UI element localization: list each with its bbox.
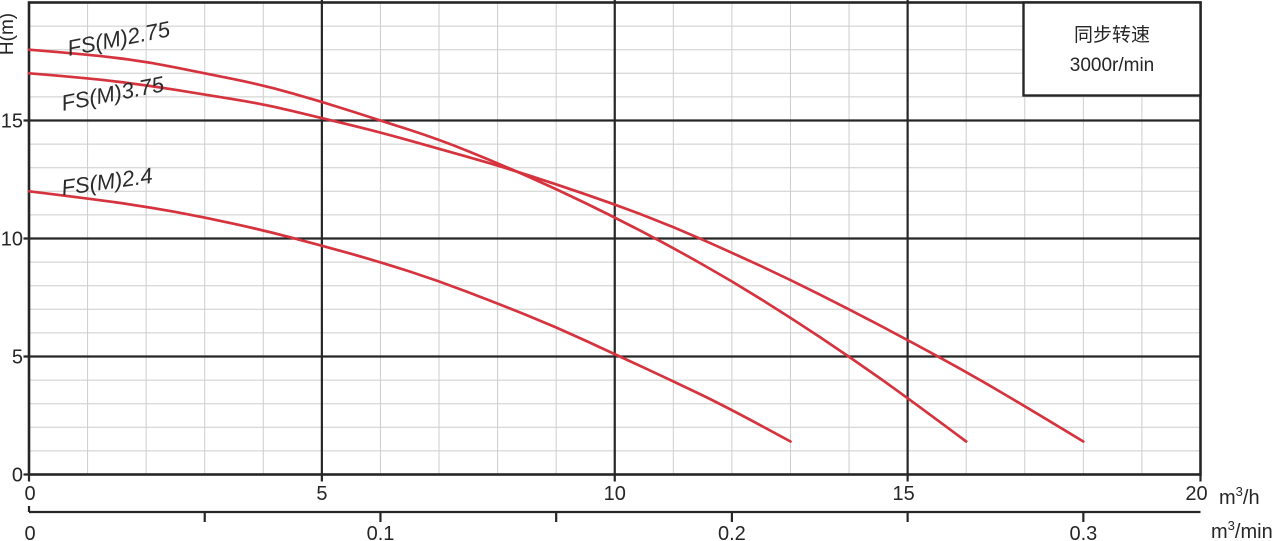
x1-tick-5: 5 bbox=[316, 483, 327, 505]
curve-label-fsm24: FS(M)2.4 bbox=[60, 163, 154, 201]
x1-unit-rest: /h bbox=[1243, 487, 1260, 509]
x1-tick-20: 20 bbox=[1185, 483, 1207, 505]
legend-box-frame bbox=[1022, 1, 1202, 97]
x2-unit-rest: /min bbox=[1235, 521, 1272, 541]
plot-border bbox=[27, 1, 1202, 476]
pump-curve-1 bbox=[27, 71, 1085, 443]
x1-unit-sup: 3 bbox=[1236, 484, 1243, 499]
x1-unit-base: m bbox=[1219, 487, 1236, 509]
x1-tick-10: 10 bbox=[604, 483, 626, 505]
secondary-axis bbox=[27, 506, 1201, 522]
legend-box: 同步转速 3000r/min bbox=[1022, 1, 1202, 97]
pump-curve-2 bbox=[27, 189, 792, 443]
x1-tick-15: 15 bbox=[892, 483, 914, 505]
y-tick-0: 0 bbox=[12, 465, 23, 487]
x1-unit: m3/h bbox=[1219, 484, 1260, 509]
y-tick-5: 5 bbox=[12, 347, 23, 369]
major-gridlines bbox=[23, 0, 1202, 482]
x2-tick-02: 0.2 bbox=[718, 523, 746, 541]
x1-tick-0: 0 bbox=[24, 483, 35, 505]
curve-label-fsm275: FS(M)2.75 bbox=[65, 16, 173, 61]
y-tick-15: 15 bbox=[1, 111, 23, 133]
x2-tick-01: 0.1 bbox=[367, 523, 395, 541]
y-axis-label: H(m) bbox=[0, 13, 18, 55]
legend-line1: 同步转速 bbox=[1074, 24, 1150, 46]
pump-curves bbox=[27, 48, 1085, 443]
y-tick-10: 10 bbox=[1, 229, 23, 251]
x2-unit: m3/min bbox=[1211, 518, 1272, 541]
x2-unit-sup: 3 bbox=[1228, 518, 1235, 533]
x2-unit-base: m bbox=[1211, 521, 1228, 541]
x2-tick-03: 0.3 bbox=[1069, 523, 1097, 541]
legend-line2: 3000r/min bbox=[1070, 55, 1155, 76]
x2-tick-0: 0 bbox=[24, 523, 35, 541]
